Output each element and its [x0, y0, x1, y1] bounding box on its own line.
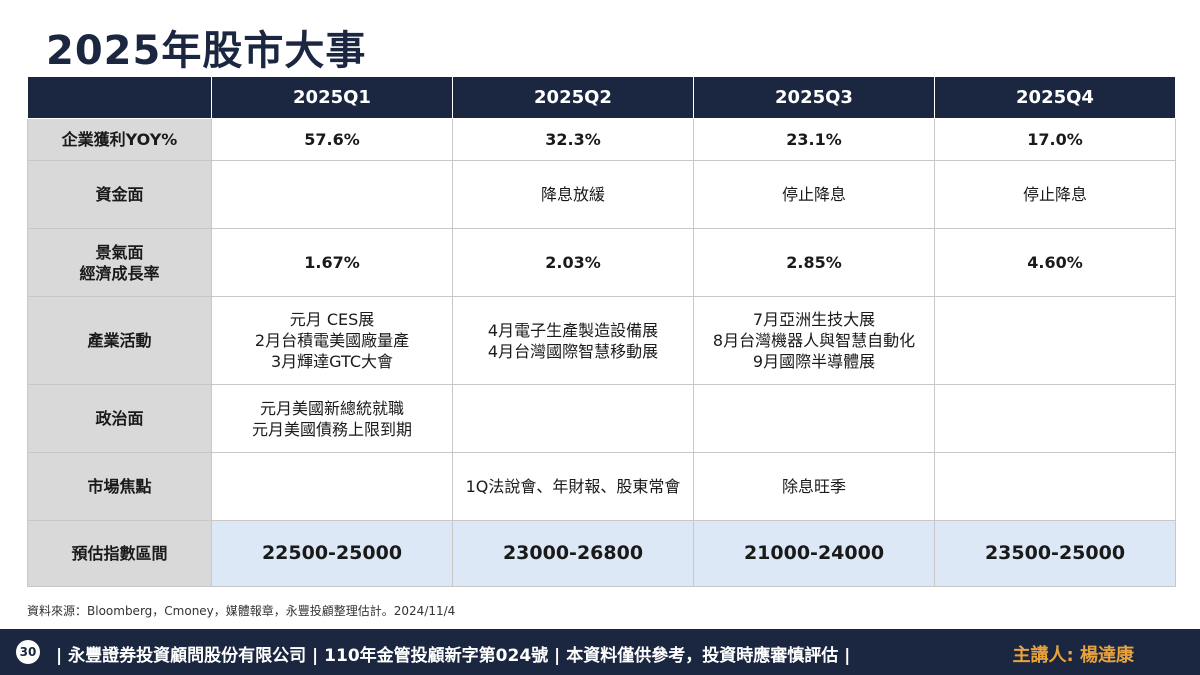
table-cell: 除息旺季 — [693, 452, 935, 521]
table-row: 產業活動 元月 CES展 2月台積電美國廠量產 3月輝達GTC大會 4月電子生產… — [27, 296, 1176, 385]
row-label: 市場焦點 — [27, 452, 212, 521]
table-cell: 7月亞洲生技大展 8月台灣機器人與智慧自動化 9月國際半導體展 — [693, 296, 935, 385]
row-label: 產業活動 — [27, 296, 212, 385]
forecast-row: 預估指數區間 22500-25000 23000-26800 21000-240… — [27, 520, 1176, 587]
row-label-line: 景氣面 — [95, 242, 144, 262]
page-title: 2025年股市大事 — [46, 28, 367, 74]
row-label: 政治面 — [27, 384, 212, 453]
table-cell: 23.1% — [693, 118, 935, 161]
row-label: 預估指數區間 — [27, 520, 212, 587]
cell-line: 元月美國新總統就職 — [259, 398, 404, 418]
table-cell: 2.03% — [452, 228, 694, 297]
footer-disclaimer: | 永豐證券投資顧問股份有限公司 | 110年金管投顧新字第024號 | 本資料… — [56, 646, 851, 666]
table-cell — [452, 384, 694, 453]
events-table: 2025Q1 2025Q2 2025Q3 2025Q4 企業獲利YOY% 57.… — [27, 76, 1176, 587]
corner-cell — [27, 76, 212, 119]
cell-line: 元月美國債務上限到期 — [251, 419, 412, 439]
forecast-cell: 23500-25000 — [934, 520, 1176, 587]
table-cell: 17.0% — [934, 118, 1176, 161]
table-cell — [211, 160, 453, 229]
column-header-q3: 2025Q3 — [693, 76, 935, 119]
cell-line: 3月輝達GTC大會 — [270, 352, 394, 371]
cell-line: 9月國際半導體展 — [752, 352, 876, 371]
table-row: 市場焦點 1Q法說會、年財報、股東常會 除息旺季 — [27, 452, 1176, 521]
table-cell: 停止降息 — [934, 160, 1176, 229]
table-cell: 32.3% — [452, 118, 694, 161]
table-row: 企業獲利YOY% 57.6% 32.3% 23.1% 17.0% — [27, 118, 1176, 161]
column-header-q2: 2025Q2 — [452, 76, 694, 119]
column-header-q4: 2025Q4 — [934, 76, 1176, 119]
footer-bar: 30 | 永豐證券投資顧問股份有限公司 | 110年金管投顧新字第024號 | … — [0, 629, 1200, 675]
row-label-line: 經濟成長率 — [79, 263, 160, 283]
table-cell: 1.67% — [211, 228, 453, 297]
cell-line: 8月台灣機器人與智慧自動化 — [712, 331, 916, 350]
table-cell — [211, 452, 453, 521]
cell-line: 元月 CES展 — [289, 310, 375, 329]
row-label: 資金面 — [27, 160, 212, 229]
row-label: 企業獲利YOY% — [27, 118, 212, 161]
column-header-q1: 2025Q1 — [211, 76, 453, 119]
cell-line: 4月台灣國際智慧移動展 — [487, 341, 659, 361]
table-row: 資金面 降息放緩 停止降息 停止降息 — [27, 160, 1176, 229]
table-cell: 元月 CES展 2月台積電美國廠量產 3月輝達GTC大會 — [211, 296, 453, 385]
cell-line: 2月台積電美國廠量產 — [254, 331, 410, 350]
table-cell: 元月美國新總統就職 元月美國債務上限到期 — [211, 384, 453, 453]
table-cell — [934, 384, 1176, 453]
table-cell — [693, 384, 935, 453]
page-number: 30 — [16, 640, 40, 664]
table-row: 景氣面 經濟成長率 1.67% 2.03% 2.85% 4.60% — [27, 228, 1176, 297]
table-cell: 4.60% — [934, 228, 1176, 297]
table-cell: 4月電子生產製造設備展 4月台灣國際智慧移動展 — [452, 296, 694, 385]
header-row: 2025Q1 2025Q2 2025Q3 2025Q4 — [27, 76, 1176, 119]
table-row: 政治面 元月美國新總統就職 元月美國債務上限到期 — [27, 384, 1176, 453]
forecast-cell: 22500-25000 — [211, 520, 453, 587]
table-cell — [934, 296, 1176, 385]
table-cell: 2.85% — [693, 228, 935, 297]
forecast-cell: 21000-24000 — [693, 520, 935, 587]
table-cell: 1Q法說會、年財報、股東常會 — [452, 452, 694, 521]
row-label: 景氣面 經濟成長率 — [27, 228, 212, 297]
speaker-name: 主講人: 楊達康 — [1012, 645, 1134, 666]
table-cell: 停止降息 — [693, 160, 935, 229]
table-cell — [934, 452, 1176, 521]
table-cell: 降息放緩 — [452, 160, 694, 229]
forecast-cell: 23000-26800 — [452, 520, 694, 587]
table-cell: 57.6% — [211, 118, 453, 161]
source-note: 資料來源：Bloomberg，Cmoney，媒體報章，永豐投顧整理估計。2024… — [27, 604, 456, 618]
cell-line: 4月電子生產製造設備展 — [487, 320, 659, 340]
cell-line: 7月亞洲生技大展 — [752, 310, 876, 329]
